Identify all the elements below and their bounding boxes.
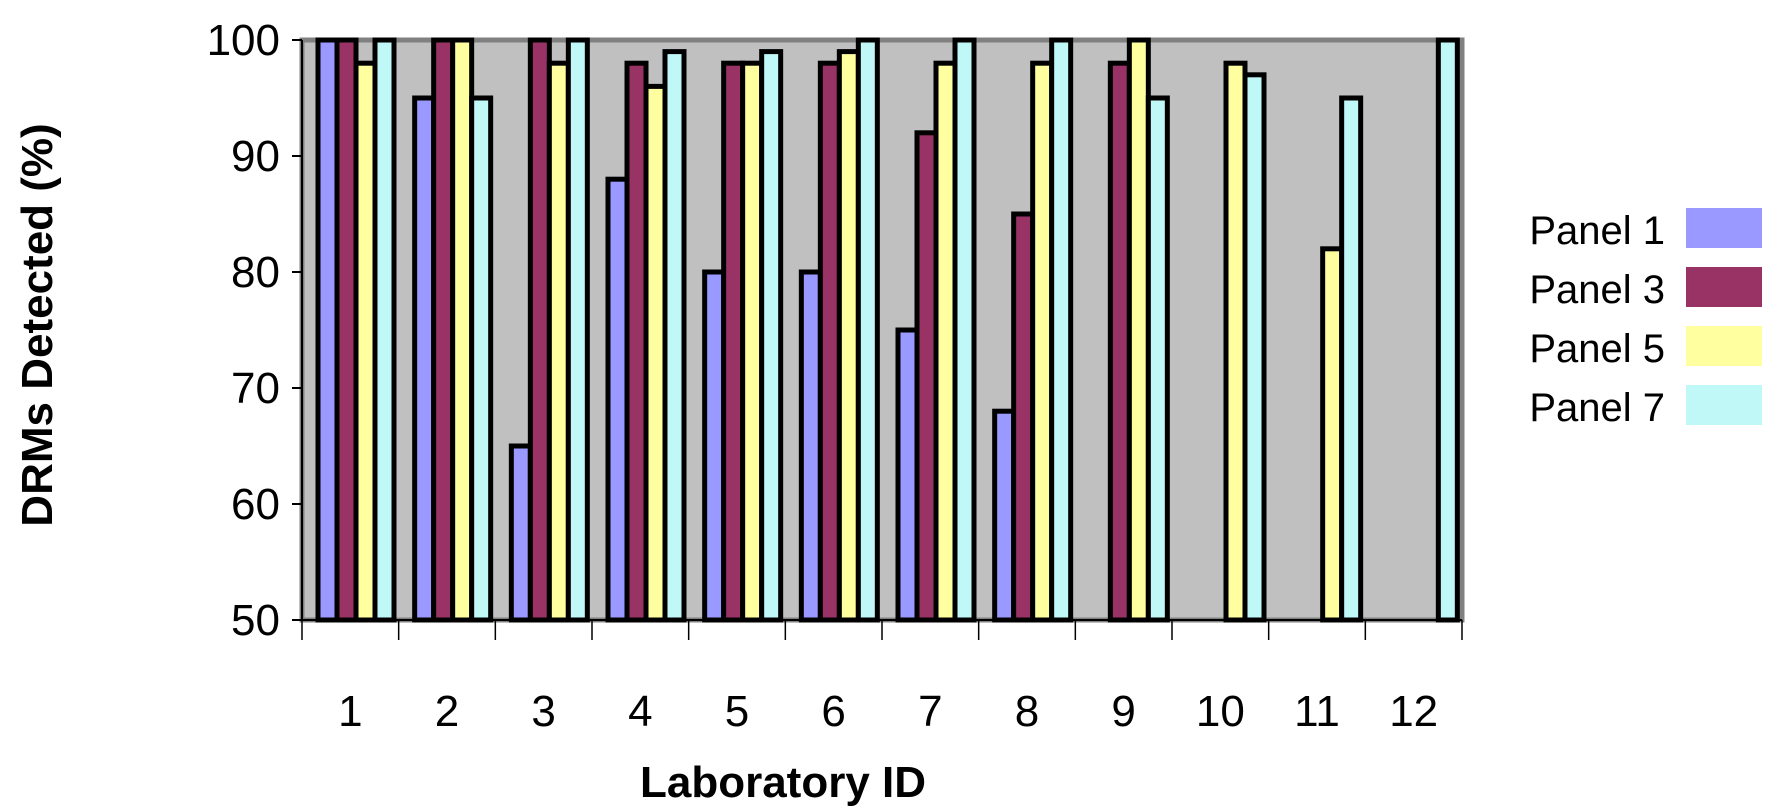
bar-lab-11-panel-7: [1339, 95, 1364, 623]
bar-lab-1-panel-3: [334, 37, 359, 623]
y-axis-title: DRMs Detected (%): [13, 123, 62, 526]
bar-lab-7-panel-1: [895, 327, 920, 623]
y-tick-labels: 50 60 70 80 90 100: [207, 16, 280, 645]
y-tick-label-70: 70: [231, 364, 280, 413]
x-tick-label-12: 12: [1389, 687, 1438, 736]
x-tick-label-7: 7: [918, 687, 942, 736]
bar-lab-7-panel-5: [933, 60, 958, 623]
legend: Panel 1 Panel 3 Panel 5 Panel 7: [1529, 208, 1762, 430]
axes: [292, 39, 1463, 640]
y-tick-label-90: 90: [231, 132, 280, 181]
bar-lab-4-panel-3: [624, 60, 649, 623]
legend-label-panel-3: Panel 3: [1529, 268, 1665, 312]
legend-label-panel-5: Panel 5: [1529, 327, 1665, 371]
y-tick-label-100: 100: [207, 16, 280, 65]
bar-lab-5-panel-7: [759, 49, 784, 623]
y-tick-label-60: 60: [231, 480, 280, 529]
bar-lab-4-panel-1: [605, 176, 630, 623]
bar-lab-2-panel-5: [450, 37, 475, 623]
y-tick-label-80: 80: [231, 248, 280, 297]
bar-lab-10-panel-7: [1242, 72, 1267, 623]
bar-lab-11-panel-5: [1320, 246, 1345, 623]
bar-lab-8-panel-5: [1030, 60, 1055, 623]
bars: [315, 37, 1460, 623]
bar-lab-8-panel-7: [1049, 37, 1074, 623]
bar-lab-12-panel-7: [1435, 37, 1460, 623]
bar-lab-10-panel-5: [1223, 60, 1248, 623]
legend-swatch-panel-7: [1686, 385, 1762, 425]
x-tick-labels: 1 2 3 4 5 6 7 8 9 10 11 12: [338, 687, 1438, 736]
legend-swatch-panel-1: [1686, 208, 1762, 248]
bar-lab-4-panel-5: [643, 83, 668, 623]
x-tick-label-11: 11: [1294, 687, 1340, 736]
bar-lab-9-panel-5: [1126, 37, 1151, 623]
bar-lab-2-panel-1: [412, 95, 437, 623]
legend-swatch-panel-5: [1686, 326, 1762, 366]
x-tick-label-6: 6: [821, 687, 845, 736]
bar-lab-5-panel-3: [721, 60, 746, 623]
x-tick-label-9: 9: [1111, 687, 1135, 736]
bar-lab-5-panel-5: [740, 60, 765, 623]
x-tick-label-3: 3: [531, 687, 555, 736]
bar-lab-6-panel-3: [817, 60, 842, 623]
x-tick-label-1: 1: [338, 687, 362, 736]
y-tick-label-50: 50: [231, 596, 280, 645]
bar-lab-2-panel-7: [469, 95, 494, 623]
x-tick-label-8: 8: [1015, 687, 1039, 736]
bar-lab-9-panel-7: [1145, 95, 1170, 623]
x-tick-label-5: 5: [725, 687, 749, 736]
x-tick-label-10: 10: [1196, 687, 1245, 736]
bar-lab-4-panel-7: [662, 49, 687, 623]
bar-lab-8-panel-3: [1011, 211, 1036, 623]
bar-lab-3-panel-3: [527, 37, 552, 623]
bar-lab-7-panel-7: [952, 37, 977, 623]
bar-lab-6-panel-7: [855, 37, 880, 623]
x-tick-label-4: 4: [628, 687, 652, 736]
bar-lab-3-panel-5: [546, 60, 571, 623]
bar-lab-3-panel-7: [565, 37, 590, 623]
legend-label-panel-7: Panel 7: [1529, 386, 1665, 430]
bar-lab-1-panel-7: [372, 37, 397, 623]
legend-swatch-panel-3: [1686, 267, 1762, 307]
bar-lab-8-panel-1: [992, 408, 1017, 623]
bar-lab-7-panel-3: [914, 130, 939, 623]
bar-lab-3-panel-1: [508, 443, 533, 623]
bar-lab-1-panel-1: [315, 37, 340, 623]
x-tick-label-2: 2: [435, 687, 459, 736]
bar-lab-1-panel-5: [353, 60, 378, 623]
bar-lab-6-panel-5: [836, 49, 861, 623]
bar-lab-6-panel-1: [798, 269, 823, 623]
plot-area: [299, 37, 1465, 623]
legend-label-panel-1: Panel 1: [1529, 209, 1665, 253]
bar-lab-9-panel-3: [1107, 60, 1132, 623]
bar-lab-5-panel-1: [702, 269, 727, 623]
x-axis-title: Laboratory ID: [640, 758, 926, 807]
bar-lab-2-panel-3: [431, 37, 456, 623]
plot-background: [299, 37, 1465, 623]
